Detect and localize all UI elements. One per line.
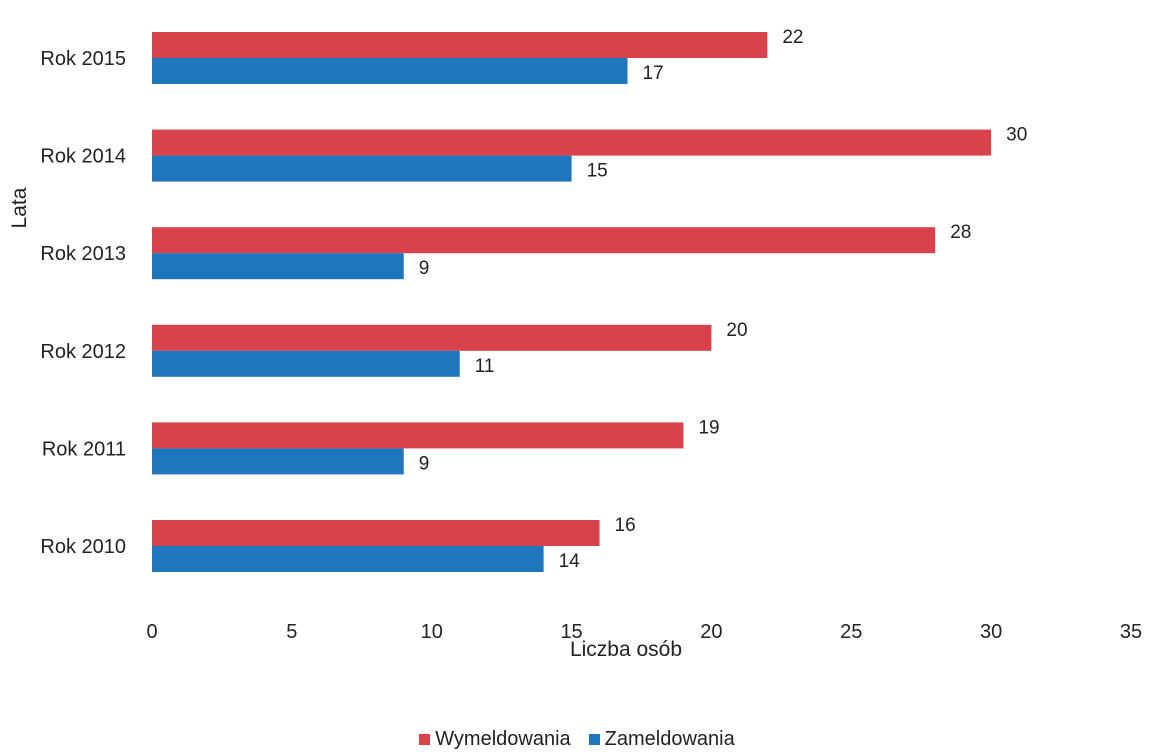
x-tick-label-30: 30: [980, 621, 1002, 643]
x-tick-label-35: 35: [1120, 621, 1142, 643]
bar-wymeldowania-rok-2013: [152, 227, 936, 254]
data-label-zameldowania-rok-2014: 15: [587, 161, 608, 182]
x-tick-label-20: 20: [700, 621, 722, 643]
data-label-wymeldowania-rok-2012: 20: [726, 320, 747, 341]
bar-wymeldowania-rok-2015: [152, 32, 768, 58]
bar-wymeldowania-rok-2012: [152, 324, 712, 351]
legend-swatch-wymeldowania: [419, 734, 431, 745]
bar-wymeldowania-rok-2011: [152, 422, 684, 449]
x-axis-title: Liczba osób: [570, 638, 682, 661]
data-label-wymeldowania-rok-2015: 22: [782, 27, 803, 48]
y-tick-label-rok-2015: Rok 2015: [40, 48, 126, 70]
data-label-wymeldowania-rok-2013: 28: [950, 222, 971, 243]
y-tick-label-rok-2014: Rok 2014: [40, 146, 126, 168]
bar-zameldowania-rok-2015: [152, 58, 628, 84]
x-tick-labels: 0 5 10 15 20 25 30 35: [146, 621, 1142, 643]
x-tick-label-5: 5: [286, 621, 297, 643]
y-tick-label-rok-2012: Rok 2012: [40, 341, 126, 363]
bar-zameldowania-rok-2014: [152, 155, 572, 182]
bar-zameldowania-rok-2013: [152, 253, 404, 280]
data-label-zameldowania-rok-2015: 17: [643, 63, 664, 84]
data-label-zameldowania-rok-2011: 9: [419, 453, 430, 474]
bar-zameldowania-rok-2010: [152, 546, 544, 572]
bar-wymeldowania-rok-2014: [152, 129, 992, 156]
y-tick-label-rok-2013: Rok 2013: [40, 243, 126, 265]
legend-label-wymeldowania: Wymeldowania: [435, 728, 571, 750]
data-labels-layer: 22 17 30 15 28 9 20 11 19 9 16 14: [419, 27, 1028, 572]
legend-item-wymeldowania: Wymeldowania: [419, 728, 571, 751]
y-axis-title: Lata: [8, 187, 31, 228]
x-tick-label-25: 25: [840, 621, 862, 643]
y-tick-labels: Rok 2015 Rok 2014 Rok 2013 Rok 2012 Rok 2011…: [40, 48, 126, 558]
data-label-wymeldowania-rok-2010: 16: [615, 515, 636, 536]
data-label-wymeldowania-rok-2014: 30: [1006, 125, 1027, 146]
y-tick-label-rok-2011: Rok 2011: [42, 438, 126, 460]
data-label-zameldowania-rok-2013: 9: [419, 258, 430, 279]
data-label-wymeldowania-rok-2011: 19: [698, 417, 719, 438]
legend: Wymeldowania Zameldowania: [0, 728, 1154, 751]
bar-zameldowania-rok-2012: [152, 350, 460, 377]
x-tick-label-10: 10: [421, 621, 443, 643]
x-tick-label-15: 15: [560, 621, 582, 643]
legend-label-zameldowania: Zameldowania: [604, 728, 735, 750]
bars-layer: [152, 32, 992, 572]
legend-swatch-zameldowania: [588, 734, 600, 745]
bar-zameldowania-rok-2011: [152, 448, 404, 475]
data-label-zameldowania-rok-2012: 11: [475, 356, 495, 377]
x-tick-label-0: 0: [146, 621, 157, 643]
legend-item-zameldowania: Zameldowania: [588, 728, 735, 751]
y-tick-label-rok-2010: Rok 2010: [40, 536, 126, 558]
data-label-zameldowania-rok-2010: 14: [559, 551, 581, 572]
bar-wymeldowania-rok-2010: [152, 520, 600, 546]
